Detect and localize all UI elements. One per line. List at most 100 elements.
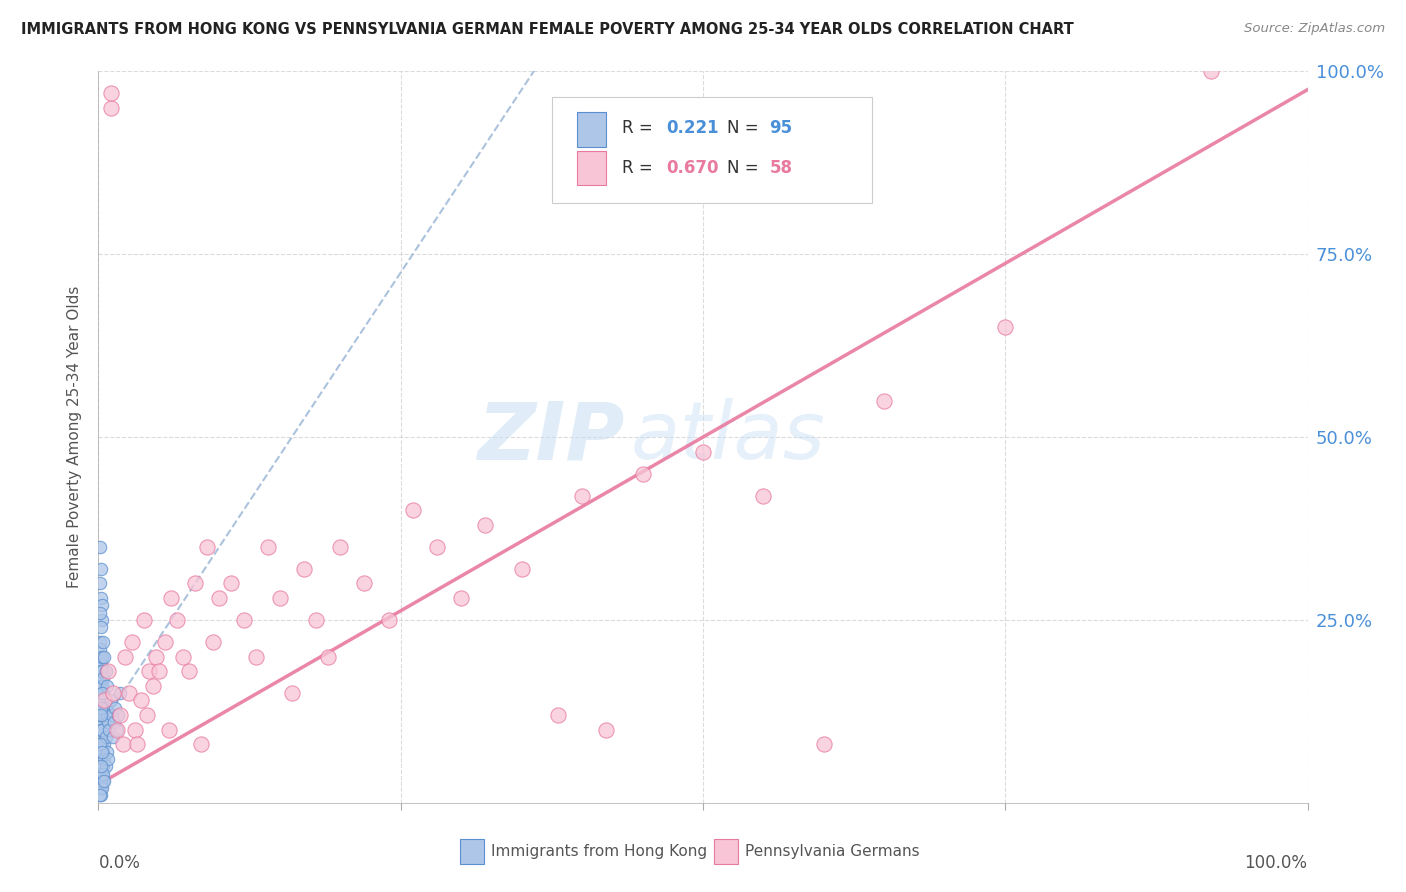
Point: [692, 444, 714, 458]
Point: [89, 715, 111, 730]
Point: [108, 686, 131, 700]
Point: [135, 708, 157, 723]
Text: 0.0%: 0.0%: [98, 854, 141, 872]
Point: [91, 700, 114, 714]
FancyBboxPatch shape: [460, 838, 484, 863]
Point: [631, 467, 654, 481]
Point: [571, 489, 593, 503]
Point: [190, 737, 212, 751]
Point: [90, 759, 112, 773]
Point: [100, 87, 122, 101]
Point: [91, 664, 114, 678]
Point: [292, 562, 315, 576]
Point: [89, 752, 111, 766]
Point: [450, 591, 472, 605]
Point: [91, 686, 114, 700]
Point: [202, 635, 225, 649]
Point: [91, 759, 114, 773]
Point: [166, 613, 188, 627]
Point: [510, 562, 533, 576]
Point: [91, 723, 114, 737]
Point: [873, 393, 896, 408]
Point: [96, 679, 118, 693]
Point: [813, 737, 835, 751]
Point: [89, 606, 111, 620]
Point: [89, 576, 111, 591]
Point: [90, 700, 112, 714]
Point: [91, 737, 114, 751]
Point: [89, 642, 111, 657]
Point: [90, 700, 112, 714]
Text: N =: N =: [727, 159, 763, 177]
Point: [134, 613, 156, 627]
Point: [89, 686, 111, 700]
Point: [94, 664, 117, 678]
Point: [426, 540, 449, 554]
Point: [91, 708, 114, 723]
Text: R =: R =: [621, 159, 658, 177]
Point: [89, 693, 111, 707]
Point: [184, 576, 207, 591]
Point: [89, 700, 111, 714]
Point: [89, 730, 111, 744]
Point: [281, 686, 304, 700]
Point: [89, 540, 111, 554]
Point: [1199, 64, 1222, 78]
Point: [91, 613, 114, 627]
Point: [269, 591, 291, 605]
Point: [90, 591, 112, 605]
Point: [90, 620, 112, 634]
Text: IMMIGRANTS FROM HONG KONG VS PENNSYLVANIA GERMAN FEMALE POVERTY AMONG 25-34 YEAR: IMMIGRANTS FROM HONG KONG VS PENNSYLVANI…: [21, 22, 1074, 37]
Point: [305, 613, 328, 627]
Point: [474, 517, 496, 532]
Point: [90, 664, 112, 678]
Point: [118, 686, 141, 700]
Point: [595, 723, 617, 737]
Point: [148, 664, 170, 678]
Point: [93, 752, 115, 766]
Point: [91, 686, 114, 700]
Point: [195, 540, 218, 554]
Point: [91, 599, 114, 613]
Text: R =: R =: [621, 120, 658, 137]
Point: [91, 766, 114, 780]
Point: [105, 723, 128, 737]
Point: [111, 737, 134, 751]
Point: [104, 700, 127, 714]
Point: [138, 664, 160, 678]
Text: Pennsylvania Germans: Pennsylvania Germans: [745, 844, 920, 859]
Point: [316, 649, 339, 664]
Point: [752, 489, 775, 503]
Point: [97, 664, 120, 678]
Point: [100, 693, 122, 707]
Point: [93, 693, 115, 707]
FancyBboxPatch shape: [578, 151, 606, 186]
Point: [245, 649, 267, 664]
Point: [91, 752, 114, 766]
Point: [127, 737, 149, 751]
Point: [90, 562, 112, 576]
Point: [121, 635, 143, 649]
Text: 0.221: 0.221: [666, 120, 720, 137]
Text: 58: 58: [769, 159, 793, 177]
Point: [90, 773, 112, 788]
Point: [377, 613, 399, 627]
Point: [90, 686, 112, 700]
Point: [93, 737, 115, 751]
Point: [94, 700, 117, 714]
Point: [221, 576, 243, 591]
Point: [91, 766, 114, 780]
Point: [91, 773, 114, 788]
Point: [402, 503, 425, 517]
Point: [93, 693, 115, 707]
Point: [89, 657, 111, 671]
Point: [103, 715, 125, 730]
Point: [90, 715, 112, 730]
Point: [94, 759, 117, 773]
Point: [107, 708, 129, 723]
Point: [89, 773, 111, 788]
Point: [90, 781, 112, 796]
Point: [89, 745, 111, 759]
Point: [124, 723, 146, 737]
Point: [179, 664, 201, 678]
